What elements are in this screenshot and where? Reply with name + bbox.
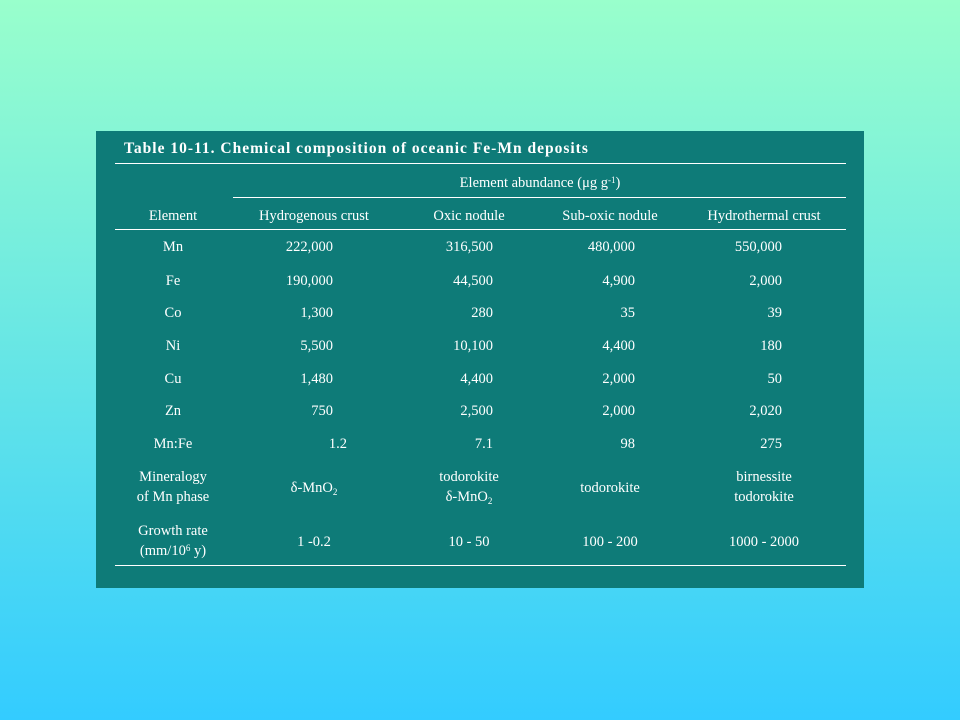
row-element: Fe — [165, 273, 181, 289]
cell-oxic: 316,500 — [445, 239, 493, 255]
group-header-close: ) — [615, 175, 621, 191]
row-element: Mn:Fe — [153, 436, 193, 452]
row-element: Zn — [164, 403, 182, 419]
cell-hydrothermal: 39 — [767, 305, 783, 321]
mineralogy-hydrogenous-formula: δ-MnO — [290, 480, 333, 496]
mineralogy-oxic: todorokite δ-MnO2 — [439, 467, 499, 508]
mineralogy-suboxic: todorokite — [580, 480, 640, 496]
cell-hydrothermal: 2,000 — [749, 273, 782, 289]
bottom-rule — [115, 565, 846, 566]
growth-rate-units-prefix: (mm/10 — [139, 543, 186, 559]
cell-hydrothermal: 50 — [767, 371, 783, 387]
growth-rate-units-sup: 6 — [185, 543, 191, 553]
mineralogy-hydrothermal-line2: todorokite — [734, 489, 794, 505]
cell-hydrogenous: 190,000 — [285, 273, 333, 289]
growth-rate-units-suffix: y) — [190, 543, 207, 559]
cell-hydrothermal: 2,020 — [749, 403, 782, 419]
table-panel: Table 10-11. Chemical composition of oce… — [96, 131, 864, 588]
cell-suboxic: 4,900 — [602, 273, 635, 289]
mineralogy-oxic-line1: todorokite — [439, 469, 499, 485]
row-element: Ni — [165, 338, 181, 354]
group-header-sup: -1 — [607, 175, 616, 185]
cell-suboxic: 2,000 — [602, 403, 635, 419]
growth-hydrogenous: 1 -0.2 — [297, 534, 331, 550]
cell-hydrothermal: 180 — [760, 338, 782, 354]
growth-oxic: 10 - 50 — [448, 534, 490, 550]
group-header-rule — [233, 197, 846, 198]
mineralogy-oxic-formula: δ-MnO — [445, 489, 488, 505]
cell-oxic: 4,400 — [460, 371, 493, 387]
growth-rate-label-line1: Growth rate — [138, 523, 208, 539]
mineralogy-hydrothermal-line1: birnessite — [736, 469, 792, 485]
mineralogy-label: Mineralogy of Mn phase — [137, 467, 210, 507]
cell-oxic: 2,500 — [460, 403, 493, 419]
column-header-element: Element — [148, 208, 198, 224]
row-element: Cu — [164, 371, 182, 387]
cell-suboxic: 480,000 — [587, 239, 635, 255]
mineralogy-label-line2: of Mn phase — [136, 489, 210, 505]
mineralogy-hydrogenous-sub: 2 — [332, 487, 338, 497]
cell-hydrothermal: 275 — [760, 436, 782, 452]
mineralogy-oxic-line2: δ-MnO2 — [439, 487, 499, 508]
column-header-sub-oxic-nodule: Sub-oxic nodule — [562, 208, 658, 224]
header-rule — [115, 229, 846, 230]
mineralogy-oxic-sub: 2 — [487, 496, 493, 506]
cell-hydrogenous: 5,500 — [300, 338, 333, 354]
row-element: Mn — [162, 239, 184, 255]
cell-suboxic: 98 — [620, 436, 636, 452]
group-header-label: Element abundance (μg g — [459, 175, 608, 191]
table-title: Table 10-11. Chemical composition of oce… — [124, 140, 589, 157]
cell-suboxic: 4,400 — [602, 338, 635, 354]
cell-hydrogenous: 1,300 — [300, 305, 333, 321]
cell-suboxic: 2,000 — [602, 371, 635, 387]
cell-hydrogenous: 1.2 — [328, 436, 347, 452]
cell-oxic: 7.1 — [474, 436, 493, 452]
row-element: Co — [164, 305, 182, 321]
mineralogy-label-line1: Mineralogy — [139, 469, 207, 485]
group-header: Element abundance (μg g-1) — [460, 173, 621, 193]
growth-suboxic: 100 - 200 — [582, 534, 638, 550]
growth-rate-label: Growth rate (mm/106 y) — [138, 521, 208, 561]
cell-oxic: 44,500 — [453, 273, 493, 289]
title-rule — [115, 163, 846, 164]
column-header-oxic-nodule: Oxic nodule — [433, 208, 505, 224]
growth-rate-label-line2: (mm/106 y) — [138, 541, 208, 561]
cell-hydrothermal: 550,000 — [734, 239, 782, 255]
column-header-hydrogenous-crust: Hydrogenous crust — [259, 208, 369, 224]
mineralogy-hydrothermal: birnessite todorokite — [734, 467, 794, 507]
cell-hydrogenous: 1,480 — [300, 371, 333, 387]
cell-oxic: 280 — [471, 305, 493, 321]
column-header-hydrothermal-crust: Hydrothermal crust — [707, 208, 821, 224]
cell-suboxic: 35 — [620, 305, 636, 321]
growth-hydrothermal: 1000 - 2000 — [728, 534, 800, 550]
cell-oxic: 10,100 — [453, 338, 493, 354]
mineralogy-hydrogenous: δ-MnO2 — [291, 478, 338, 499]
cell-hydrogenous: 222,000 — [285, 239, 333, 255]
cell-hydrogenous: 750 — [311, 403, 333, 419]
